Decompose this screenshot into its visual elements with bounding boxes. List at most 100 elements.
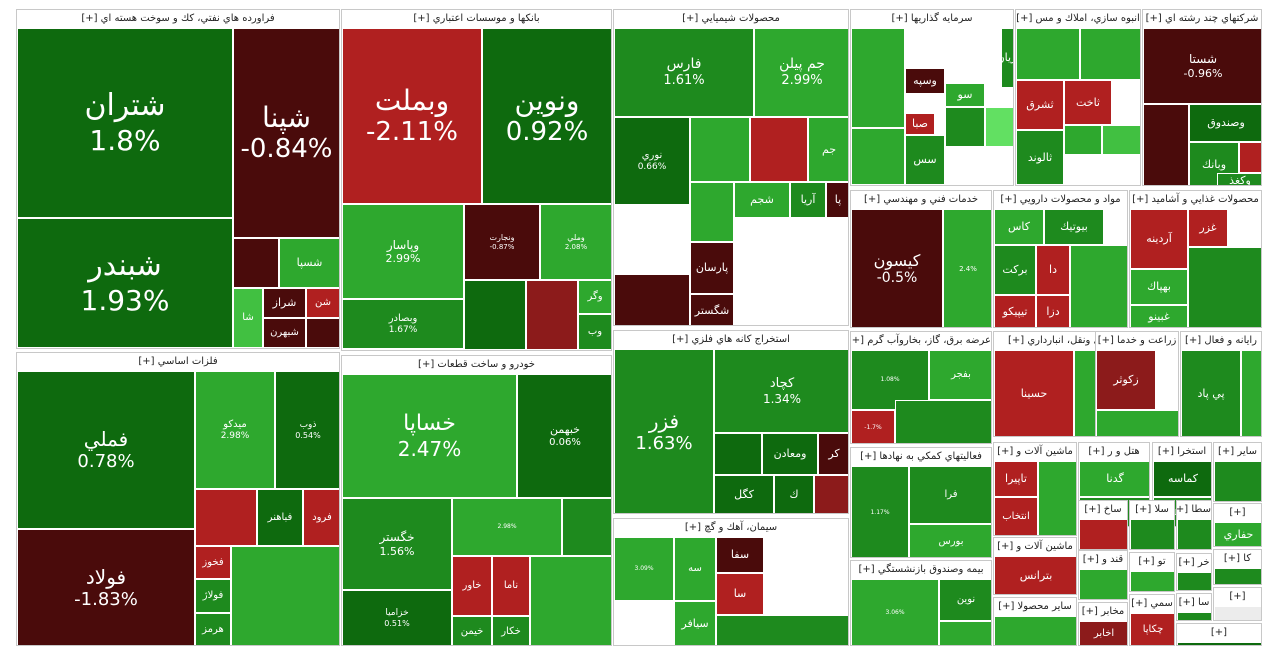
sector-title[interactable]: استخرا [+] <box>1153 443 1211 461</box>
stock-tile[interactable]: سس <box>905 135 945 185</box>
stock-tile[interactable]: كلر <box>734 294 736 296</box>
stock-tile[interactable]: ثاخت <box>1064 80 1112 125</box>
stock-tile[interactable]: شراز <box>263 288 306 318</box>
stock-tile[interactable]: شا <box>233 288 263 348</box>
sector-title[interactable]: كا [+] <box>1214 550 1261 568</box>
stock-tile[interactable]: صبا <box>905 113 935 135</box>
stock-tile[interactable]: وپاسار 2.99% <box>342 204 464 299</box>
stock-tile[interactable]: كچاد 1.34% <box>714 349 848 433</box>
stock-tile[interactable]: كاس <box>994 209 1044 245</box>
stock-tile[interactable]: كماسه <box>1153 461 1211 497</box>
stock-tile[interactable]: وگر <box>578 280 611 314</box>
stock-tile[interactable]: سفا <box>716 537 764 573</box>
stock-tile[interactable]: شبندر 1.93% <box>17 218 233 348</box>
stock-tile[interactable] <box>1177 642 1261 645</box>
stock-tile[interactable]: آريان <box>1001 28 1013 88</box>
sector-title[interactable]: ساخ [+] <box>1079 501 1127 519</box>
sector-title[interactable]: سطا [+] <box>1177 501 1211 519</box>
sector-title[interactable]: حمل ونقل، انبارداري [+] <box>994 332 1127 350</box>
stock-tile[interactable] <box>714 433 762 475</box>
sector-title[interactable]: هتل و ر [+] <box>1079 443 1149 461</box>
sector-title[interactable]: قند و [+] <box>1079 551 1127 569</box>
stock-tile[interactable]: خاور <box>452 556 492 616</box>
stock-tile[interactable]: سه <box>674 537 716 601</box>
stock-tile[interactable]: بفجر <box>929 350 991 400</box>
stock-tile[interactable]: فزر 1.63% <box>614 349 714 513</box>
stock-tile[interactable]: 3.06% <box>851 579 939 645</box>
stock-tile[interactable] <box>1096 410 1178 436</box>
stock-tile[interactable]: ك <box>774 475 814 513</box>
stock-tile[interactable]: وبملت -2.11% <box>342 28 482 204</box>
sector-title[interactable]: سمي [+] <box>1130 595 1174 613</box>
stock-tile[interactable] <box>1130 519 1174 549</box>
stock-tile[interactable]: خكار <box>492 616 530 645</box>
stock-tile[interactable] <box>1177 612 1211 620</box>
sector-title[interactable]: ماشين آلات و [+] <box>994 443 1076 461</box>
sector-title[interactable]: عرضه برق، گاز، بخاروآب گرم [+] <box>851 332 991 350</box>
stock-tile[interactable] <box>195 489 257 546</box>
sector-title[interactable]: ماشين آلات و [+] <box>994 538 1076 556</box>
sector-title[interactable]: بيمه وصندوق بازنشستگي [+] <box>851 561 991 579</box>
stock-tile[interactable] <box>614 274 690 325</box>
stock-tile[interactable]: نوين <box>939 579 991 621</box>
stock-tile[interactable] <box>1079 519 1127 549</box>
stock-tile[interactable] <box>1214 461 1261 501</box>
sector-title[interactable]: خودرو و ساخت قطعات [+] <box>342 356 611 374</box>
stock-tile[interactable]: خگستر 1.56% <box>342 498 452 590</box>
stock-tile[interactable]: وصندوق <box>1189 104 1261 142</box>
stock-tile[interactable]: كيسون -0.5% <box>851 209 943 327</box>
stock-tile[interactable]: وسپه <box>905 68 945 94</box>
sector-title[interactable]: خر [+] <box>1177 554 1211 572</box>
stock-tile[interactable] <box>945 107 985 147</box>
stock-tile[interactable]: شستا -0.96% <box>1143 28 1261 104</box>
stock-tile[interactable]: ونوين 0.92% <box>482 28 611 204</box>
sector-title[interactable]: مواد و محصولات دارويي [+] <box>994 191 1127 209</box>
sector-title[interactable]: انبوه سازي، املاك و مس [+] <box>1016 10 1140 28</box>
stock-tile[interactable]: پي پاد <box>1181 350 1241 436</box>
sector-title[interactable]: تو [+] <box>1130 553 1174 571</box>
stock-tile[interactable]: شپنا -0.84% <box>233 28 339 238</box>
stock-tile[interactable]: وب <box>578 314 611 350</box>
stock-tile[interactable]: ذوب 0.54% <box>275 371 339 489</box>
stock-tile[interactable]: خبهمن 0.06% <box>517 374 611 498</box>
stock-tile[interactable]: 2.98% <box>452 498 562 556</box>
sector-title[interactable]: [+] <box>1214 588 1261 606</box>
stock-tile[interactable]: بهپاك <box>1130 269 1188 305</box>
stock-tile[interactable]: جم پيلن 2.99% <box>754 28 848 117</box>
stock-tile[interactable]: حفاري <box>1214 522 1261 546</box>
sector-title[interactable]: [+] <box>1177 624 1261 642</box>
stock-tile[interactable] <box>562 498 611 556</box>
stock-tile[interactable] <box>1239 142 1261 173</box>
stock-tile[interactable] <box>1188 247 1261 327</box>
stock-tile[interactable]: -1.7% <box>851 410 895 443</box>
stock-tile[interactable]: پا <box>826 182 848 218</box>
stock-tile[interactable]: فباهنر <box>257 489 303 546</box>
sector-title[interactable]: محصولات غذايي و آشاميد [+] <box>1130 191 1261 209</box>
stock-tile[interactable]: 1.17% <box>851 466 909 557</box>
stock-tile[interactable]: شبهرن <box>263 318 306 348</box>
sector-title[interactable]: فلزات اساسي [+] <box>17 353 339 371</box>
stock-tile[interactable]: 2.4% <box>943 209 991 327</box>
stock-tile[interactable] <box>1080 28 1140 80</box>
stock-tile[interactable] <box>1214 568 1261 584</box>
sector-title[interactable]: محصولات شيميايي [+] <box>614 10 848 28</box>
stock-tile[interactable] <box>851 28 905 128</box>
stock-tile[interactable]: شجم <box>734 182 790 218</box>
stock-tile[interactable] <box>1143 104 1189 185</box>
stock-tile[interactable] <box>1177 572 1211 590</box>
stock-tile[interactable]: بورس <box>909 524 991 557</box>
stock-tile[interactable] <box>233 238 279 288</box>
stock-tile[interactable]: بيوتيك <box>1044 209 1104 245</box>
sector-title[interactable]: سيمان، آهك و گچ [+] <box>614 519 848 537</box>
stock-tile[interactable]: اخابر <box>1079 621 1127 645</box>
sector-title[interactable]: زراعت و خدما [+] <box>1096 332 1178 350</box>
stock-tile[interactable]: خساپا 2.47% <box>342 374 517 498</box>
stock-tile[interactable] <box>1241 350 1261 436</box>
stock-tile[interactable] <box>1130 571 1174 591</box>
stock-tile[interactable]: انتخاب <box>994 497 1038 535</box>
stock-tile[interactable]: آردينه <box>1130 209 1188 269</box>
stock-tile[interactable] <box>851 128 905 185</box>
stock-tile[interactable]: فولاژ <box>195 579 231 613</box>
stock-tile[interactable] <box>985 107 1013 147</box>
stock-tile[interactable]: ثشرق <box>1016 80 1064 130</box>
